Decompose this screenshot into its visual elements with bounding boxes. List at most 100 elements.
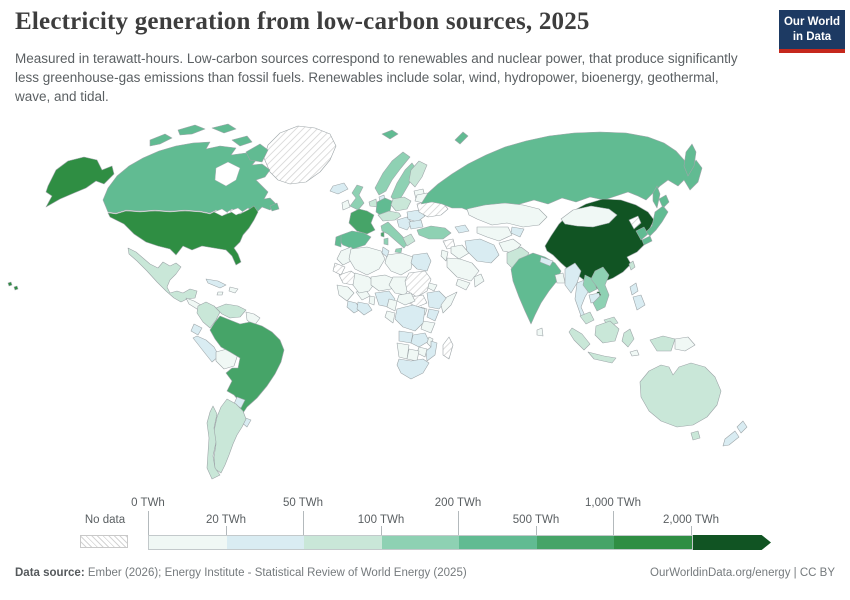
country-botswana[interactable]: [406, 348, 420, 362]
country-tunisia[interactable]: [381, 246, 390, 258]
country-vietnam[interactable]: [590, 266, 610, 312]
country-iran[interactable]: [464, 238, 500, 264]
country-finland[interactable]: [408, 160, 428, 188]
country-australia[interactable]: [639, 362, 722, 428]
country-hispaniola[interactable]: [228, 286, 239, 294]
legend-segment-1000-2000[interactable]: [614, 536, 693, 549]
country-mali[interactable]: [352, 272, 376, 294]
country-new-zealand-south[interactable]: [722, 430, 740, 447]
country-caucasus[interactable]: [454, 224, 470, 234]
country-libya[interactable]: [384, 252, 414, 276]
country-russia-kamchatka[interactable]: [683, 143, 697, 177]
country-iraq[interactable]: [450, 244, 470, 260]
country-canada[interactable]: [102, 141, 277, 215]
country-usa[interactable]: [107, 205, 259, 266]
country-ecuador[interactable]: [190, 323, 203, 336]
country-canada-island-2[interactable]: [177, 124, 206, 136]
legend-segment-50-100[interactable]: [304, 536, 382, 549]
country-canada-island-1[interactable]: [149, 133, 173, 147]
country-iceland[interactable]: [329, 182, 349, 195]
country-uk[interactable]: [349, 184, 365, 211]
country-madagascar[interactable]: [442, 336, 454, 360]
country-ivory-coast-ghana[interactable]: [356, 301, 373, 316]
legend-segment-20-50[interactable]: [226, 536, 305, 549]
country-zambia[interactable]: [410, 332, 430, 348]
country-canada-island-4[interactable]: [231, 135, 253, 147]
country-canada-island-3[interactable]: [211, 123, 237, 134]
country-oman[interactable]: [473, 273, 485, 288]
country-portugal[interactable]: [334, 234, 342, 248]
country-niger[interactable]: [370, 274, 396, 292]
country-poland[interactable]: [390, 196, 412, 212]
country-south-africa[interactable]: [396, 358, 430, 380]
country-canada-newfoundland[interactable]: [269, 202, 280, 212]
country-svalbard[interactable]: [381, 129, 399, 140]
country-mongolia[interactable]: [560, 205, 618, 228]
country-indonesia-java[interactable]: [587, 351, 617, 364]
country-israel-jordan[interactable]: [440, 249, 449, 262]
country-kazakhstan[interactable]: [466, 202, 548, 228]
country-taiwan[interactable]: [628, 260, 636, 271]
country-timor[interactable]: [629, 349, 640, 357]
country-japan-honshu[interactable]: [645, 205, 669, 237]
country-corsica[interactable]: [380, 231, 385, 238]
country-bulgaria[interactable]: [408, 219, 424, 230]
country-norway[interactable]: [374, 151, 411, 196]
country-greece[interactable]: [402, 233, 416, 247]
country-malaysia-peninsula[interactable]: [579, 311, 595, 325]
country-russia-novaya-zemlya[interactable]: [454, 131, 469, 145]
country-yemen[interactable]: [455, 278, 471, 291]
country-north-korea[interactable]: [628, 215, 642, 230]
country-somalia[interactable]: [440, 291, 458, 314]
country-japan-hokkaido[interactable]: [658, 194, 670, 209]
country-italy[interactable]: [380, 221, 409, 249]
country-sardinia[interactable]: [383, 237, 389, 246]
country-tasmania[interactable]: [690, 430, 701, 441]
country-mozambique[interactable]: [425, 340, 438, 362]
country-saudi-arabia[interactable]: [446, 257, 480, 282]
country-algeria[interactable]: [348, 246, 386, 276]
country-balkans[interactable]: [396, 216, 413, 231]
country-venezuela[interactable]: [215, 303, 247, 319]
country-central-europe[interactable]: [377, 210, 402, 222]
license-text[interactable]: CC BY: [799, 567, 835, 579]
country-guyanas[interactable]: [245, 311, 261, 327]
country-colombia[interactable]: [196, 301, 221, 329]
country-usa-hawaii[interactable]: [7, 281, 19, 291]
country-philippines-mindanao[interactable]: [632, 294, 646, 311]
country-chile[interactable]: [206, 405, 221, 480]
country-egypt[interactable]: [410, 252, 432, 272]
country-philippines-luzon[interactable]: [629, 282, 639, 296]
country-nepal[interactable]: [539, 256, 554, 267]
country-benin-togo[interactable]: [368, 295, 376, 306]
country-sierra-leone-liberia[interactable]: [346, 300, 362, 314]
country-indonesia-papua[interactable]: [649, 335, 676, 352]
country-indonesia-sumatra[interactable]: [568, 327, 591, 351]
legend-segment-0-20[interactable]: [149, 536, 227, 549]
country-central-african-republic[interactable]: [396, 292, 416, 306]
country-gabon-congo[interactable]: [384, 310, 396, 324]
legend-segment-100-200[interactable]: [381, 536, 460, 549]
country-netherlands-belgium[interactable]: [368, 198, 378, 208]
country-eritrea-djibouti[interactable]: [427, 282, 438, 292]
country-sri-lanka[interactable]: [536, 327, 544, 337]
country-japan-kyushu[interactable]: [641, 235, 653, 246]
country-turkey[interactable]: [416, 225, 452, 240]
owid-logo[interactable]: Our World in Data: [779, 10, 845, 53]
country-bangladesh[interactable]: [554, 272, 566, 284]
country-papua-new-guinea[interactable]: [674, 336, 696, 352]
legend-segment-200-500[interactable]: [459, 536, 537, 549]
country-cuba[interactable]: [205, 278, 227, 289]
country-russia-sakhalin[interactable]: [652, 185, 661, 209]
legend-segment-2000-plus[interactable]: [693, 535, 771, 550]
owid-link[interactable]: OurWorldinData.org/energy: [650, 567, 791, 579]
country-france[interactable]: [348, 208, 376, 235]
country-cameroon[interactable]: [386, 298, 398, 312]
country-mexico[interactable]: [127, 247, 198, 303]
country-tanzania[interactable]: [420, 320, 436, 334]
country-greenland[interactable]: [263, 125, 337, 185]
country-new-zealand-north[interactable]: [736, 420, 748, 434]
legend-no-data-swatch[interactable]: [80, 535, 128, 548]
country-kenya[interactable]: [426, 308, 440, 322]
country-peru[interactable]: [192, 335, 220, 363]
